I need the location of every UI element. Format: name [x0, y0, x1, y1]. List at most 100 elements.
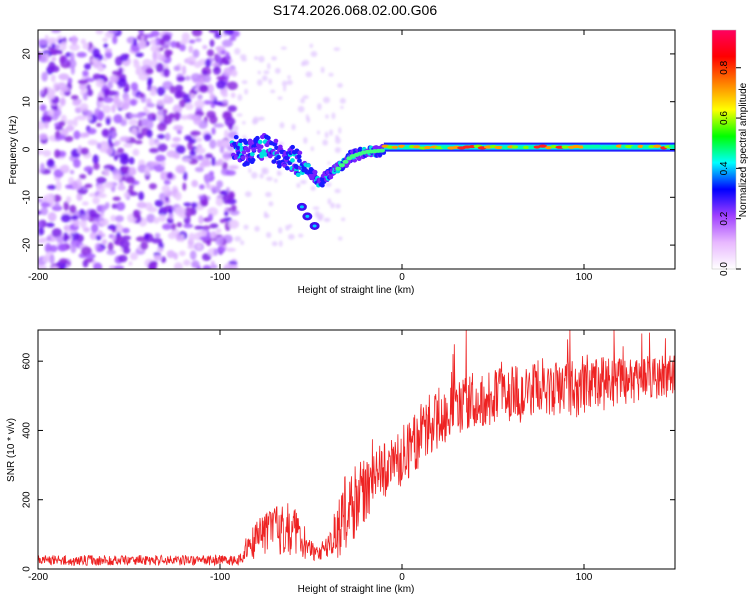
noise-blob — [213, 123, 225, 128]
noise-blob — [128, 184, 135, 190]
noise-blob — [51, 43, 56, 49]
noise-blob — [298, 233, 304, 238]
noise-blob — [132, 148, 140, 157]
noise-blob — [195, 37, 202, 43]
chart-title: S174.2026.068.02.00.G06 — [273, 2, 437, 18]
noise-blob — [224, 116, 236, 127]
noise-blob — [97, 65, 105, 72]
noise-blob — [125, 176, 136, 184]
noise-blob — [202, 44, 208, 50]
noise-blob — [305, 71, 313, 78]
noise-blob — [155, 154, 166, 162]
noise-blob — [154, 232, 161, 239]
noise-blob — [82, 42, 90, 50]
noise-blob — [183, 223, 194, 229]
noise-blob — [224, 211, 229, 217]
noise-blob — [53, 105, 59, 111]
noise-blob — [200, 199, 208, 207]
noise-blob — [221, 39, 233, 48]
noise-blob — [140, 241, 149, 250]
noise-blob — [251, 118, 258, 125]
colorbar: 0.0 0.2 0.4 0.6 0.8 Normalized spectral ampl… — [711, 29, 749, 276]
steady-core-blob — [538, 144, 548, 148]
noise-blob — [106, 147, 114, 156]
noise-blob — [174, 111, 180, 121]
noise-blob — [180, 114, 190, 120]
noise-blob — [327, 198, 332, 205]
noise-blob — [302, 95, 309, 99]
noise-blob — [166, 250, 176, 259]
snr-y-ticks: 0 200 400 600 — [22, 352, 675, 572]
noise-blob — [194, 99, 205, 109]
noise-blob — [229, 209, 240, 216]
noise-cloud — [38, 30, 346, 269]
noise-blob — [215, 197, 224, 207]
noise-blob — [211, 127, 216, 135]
noise-blob — [156, 86, 166, 96]
noise-blob — [283, 85, 287, 92]
noise-blob — [279, 122, 285, 129]
noise-blob — [112, 196, 121, 202]
signal-blob — [237, 142, 243, 147]
noise-blob — [338, 236, 343, 241]
noise-blob — [123, 142, 133, 148]
noise-blob — [38, 133, 48, 140]
noise-blob — [206, 49, 215, 57]
signal-blob — [272, 142, 277, 147]
noise-blob — [77, 79, 89, 85]
noise-blob — [207, 213, 214, 222]
signal-blob — [258, 144, 264, 149]
noise-blob — [183, 171, 188, 181]
noise-blob — [230, 92, 236, 99]
noise-blob — [102, 57, 108, 62]
noise-blob — [92, 154, 99, 165]
noise-blob — [73, 130, 81, 140]
noise-blob — [92, 73, 102, 81]
noise-blob — [66, 119, 75, 126]
noise-blob — [119, 152, 129, 160]
noise-blob — [93, 162, 100, 170]
noise-blob — [50, 74, 56, 83]
noise-blob — [53, 82, 59, 91]
noise-blob — [335, 203, 341, 209]
noise-blob — [194, 147, 206, 155]
noise-blob — [202, 264, 212, 269]
noise-blob — [79, 174, 87, 180]
noise-blob — [278, 240, 283, 247]
x-tick-label: 100 — [576, 272, 593, 283]
noise-blob — [102, 104, 112, 114]
noise-blob — [144, 233, 150, 240]
noise-blob — [38, 198, 44, 203]
noise-blob — [209, 231, 217, 239]
noise-blob — [322, 139, 329, 146]
noise-blob — [150, 44, 160, 53]
noise-blob — [167, 232, 177, 240]
noise-blob — [188, 138, 197, 144]
noise-blob — [92, 48, 100, 58]
noise-blob — [206, 173, 212, 179]
noise-blob — [135, 52, 144, 58]
noise-blob — [79, 103, 89, 112]
signal-blob — [249, 151, 255, 157]
noise-blob — [118, 181, 124, 186]
noise-blob — [164, 132, 171, 141]
noise-blob — [145, 109, 150, 115]
steady-core-blob — [403, 146, 411, 150]
noise-blob — [58, 120, 66, 127]
noise-blob — [70, 243, 77, 254]
noise-blob — [175, 165, 186, 174]
y-tick-label: 200 — [22, 491, 33, 508]
steady-core-blob — [561, 145, 570, 149]
noise-blob — [149, 148, 159, 153]
y-tick-label: 20 — [22, 48, 33, 60]
noise-blob — [132, 38, 137, 47]
noise-blob — [101, 205, 108, 211]
noise-blob — [205, 84, 215, 94]
noise-blob — [310, 50, 318, 58]
noise-blob — [189, 250, 197, 261]
noise-blob — [254, 56, 259, 60]
noise-blob — [209, 39, 215, 48]
noise-blob — [109, 74, 119, 84]
noise-blob — [104, 50, 113, 59]
